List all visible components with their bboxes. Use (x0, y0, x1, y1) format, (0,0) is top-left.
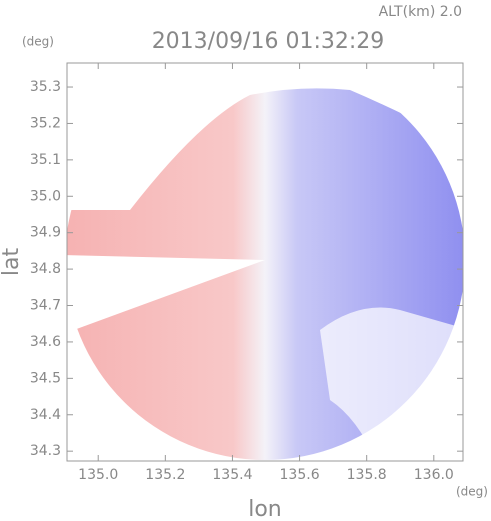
y-tick-label: 35.3 (30, 79, 61, 95)
x-tick-label: 135.4 (212, 467, 252, 483)
y-tick-label: 35.1 (30, 152, 61, 168)
x-tick-label: 135.0 (78, 467, 118, 483)
x-tick-label: 135.6 (280, 467, 320, 483)
y-tick-label: 34.8 (30, 261, 61, 277)
x-tick-label: 135.2 (145, 467, 185, 483)
y-tick-label: 35.0 (30, 188, 61, 204)
y-tick-label: 34.5 (30, 370, 61, 386)
y-tick-label: 34.3 (30, 443, 61, 459)
y-unit: (deg) (22, 35, 54, 49)
chart-title: 2013/09/16 01:32:29 (152, 29, 385, 54)
y-tick-label: 35.2 (30, 115, 61, 131)
altitude-label: ALT(km) 2.0 (379, 4, 462, 20)
plot-frame (66, 62, 464, 462)
x-unit: (deg) (456, 485, 488, 499)
x-axis-label: lon (248, 497, 282, 521)
y-axis-label: lat (0, 248, 24, 277)
y-tick-label: 34.6 (30, 334, 61, 350)
y-tick-label: 34.4 (30, 407, 61, 423)
x-tick-label: 136.0 (414, 467, 454, 483)
y-tick-label: 34.9 (30, 225, 61, 241)
y-tick-label: 34.7 (30, 298, 61, 314)
x-tick-label: 135.8 (347, 467, 387, 483)
radar-field (67, 63, 463, 461)
